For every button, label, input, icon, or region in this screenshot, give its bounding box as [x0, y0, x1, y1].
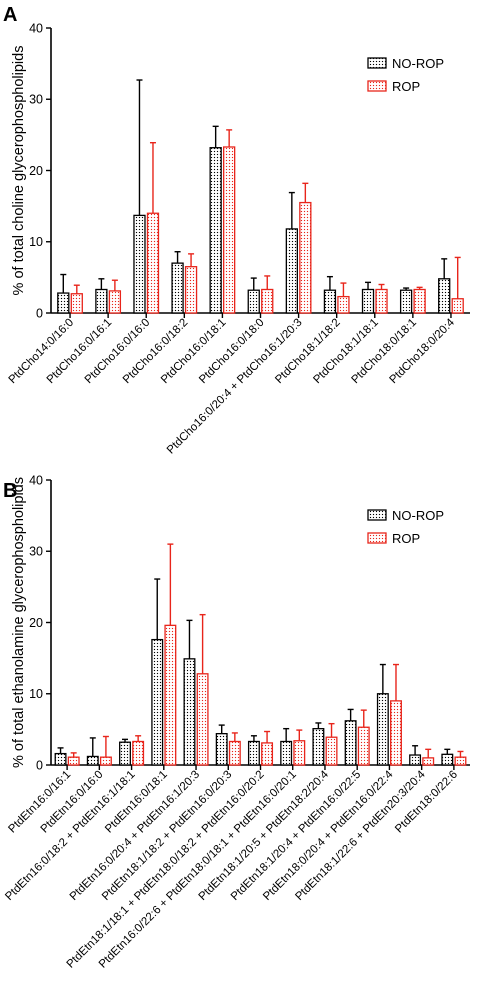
y-tick-label: 10	[29, 235, 43, 249]
x-tick-label: PtdCho18:0/18:1	[349, 317, 419, 387]
y-tick-label: 40	[29, 473, 43, 487]
bar	[422, 757, 435, 766]
bar	[86, 755, 99, 766]
bar	[413, 288, 426, 314]
legend-label: NO-ROP	[392, 56, 444, 71]
bar	[151, 638, 164, 766]
bar	[196, 673, 209, 766]
x-tick-label: PtdCho18:1/18:2	[273, 317, 343, 387]
y-tick-label: 0	[36, 758, 43, 772]
bar	[67, 756, 80, 766]
bar	[312, 728, 325, 766]
bar	[215, 733, 228, 766]
bar	[133, 214, 146, 314]
y-tick-label: 40	[29, 21, 43, 35]
legend-swatch	[367, 509, 387, 521]
y-tick-label: 30	[29, 545, 43, 559]
bar	[57, 292, 70, 314]
bar	[299, 201, 312, 314]
bar	[399, 289, 413, 314]
x-tick-label: PtdCho16:0/18:0	[197, 317, 267, 387]
bar	[223, 146, 236, 314]
bar	[99, 756, 112, 766]
bar	[375, 288, 388, 314]
bar	[209, 147, 222, 314]
bar	[357, 726, 370, 766]
bar	[337, 295, 350, 314]
bar	[293, 740, 306, 766]
bar	[171, 262, 184, 314]
bar	[247, 289, 260, 314]
y-tick-label: 10	[29, 687, 43, 701]
bar	[183, 658, 196, 766]
x-tick-label: PtdCho16:0/20:4 + PtdCho16:1/20:3	[165, 317, 305, 457]
bar	[441, 753, 454, 766]
chart-panel-b: B 0 10 20 30 40% of total ethanolamine glyce…	[3, 473, 470, 971]
legend-swatch	[367, 532, 387, 544]
bar	[70, 293, 83, 314]
legend-label: ROP	[392, 79, 420, 94]
bar	[451, 298, 464, 314]
x-tick-label: PtdEtn18:0/22:6	[393, 769, 460, 836]
bar	[409, 754, 422, 766]
legend-label: NO-ROP	[392, 508, 444, 523]
y-tick-label: 0	[36, 306, 43, 320]
legend-swatch	[367, 80, 387, 92]
bar	[438, 278, 451, 314]
bar	[132, 740, 145, 766]
x-tick-label: PtdCho16:0/16:0	[83, 317, 153, 387]
bar	[228, 740, 241, 766]
bar	[344, 720, 357, 766]
bar	[146, 212, 160, 314]
bar	[376, 693, 389, 766]
x-tick-label: PtdCho16:0/18:1	[159, 317, 229, 387]
bar	[323, 289, 337, 314]
bar	[390, 700, 402, 766]
bar	[261, 742, 274, 766]
x-tick-label: PtdCho16:0/16:1	[45, 317, 115, 387]
bar	[164, 624, 177, 766]
y-tick-label: 30	[29, 93, 43, 107]
bar	[285, 228, 298, 314]
x-tick-label: PtdCho16:0/18:2	[121, 317, 191, 387]
y-axis-title: % of total choline glycerophospholipids	[11, 46, 27, 296]
chart-panel-a: A 0 10 20 30 40% of total choline glyceropho…	[3, 4, 470, 456]
y-tick-label: 20	[29, 616, 43, 630]
x-tick-label: PtdCho14:0/16:0	[7, 317, 77, 387]
panel-letter-a: A	[3, 4, 17, 26]
bar	[108, 290, 122, 314]
bar	[454, 756, 467, 766]
x-tick-label: PtdCho18:1/18:1	[311, 317, 381, 387]
bar	[247, 740, 260, 766]
legend-label: ROP	[392, 531, 420, 546]
x-tick-label: PtdCho18:0/20:4	[388, 316, 458, 386]
y-axis-title: % of total ethanolamine glycerophospholi…	[11, 477, 27, 768]
bar	[54, 752, 67, 766]
y-tick-label: 20	[29, 164, 43, 178]
bar	[325, 736, 338, 766]
bar	[261, 288, 274, 314]
bar	[361, 288, 375, 314]
bar	[95, 288, 108, 314]
bar	[184, 266, 198, 314]
panel-letter-b: B	[3, 480, 17, 502]
bar	[280, 740, 293, 766]
legend-swatch	[367, 57, 387, 69]
bar	[119, 741, 131, 766]
